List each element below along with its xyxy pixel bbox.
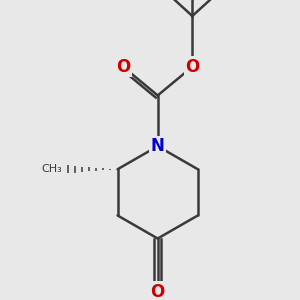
Text: CH₃: CH₃: [41, 164, 62, 174]
Text: O: O: [116, 58, 130, 76]
Text: N: N: [151, 137, 165, 155]
Text: O: O: [151, 283, 165, 300]
Text: O: O: [185, 58, 200, 76]
